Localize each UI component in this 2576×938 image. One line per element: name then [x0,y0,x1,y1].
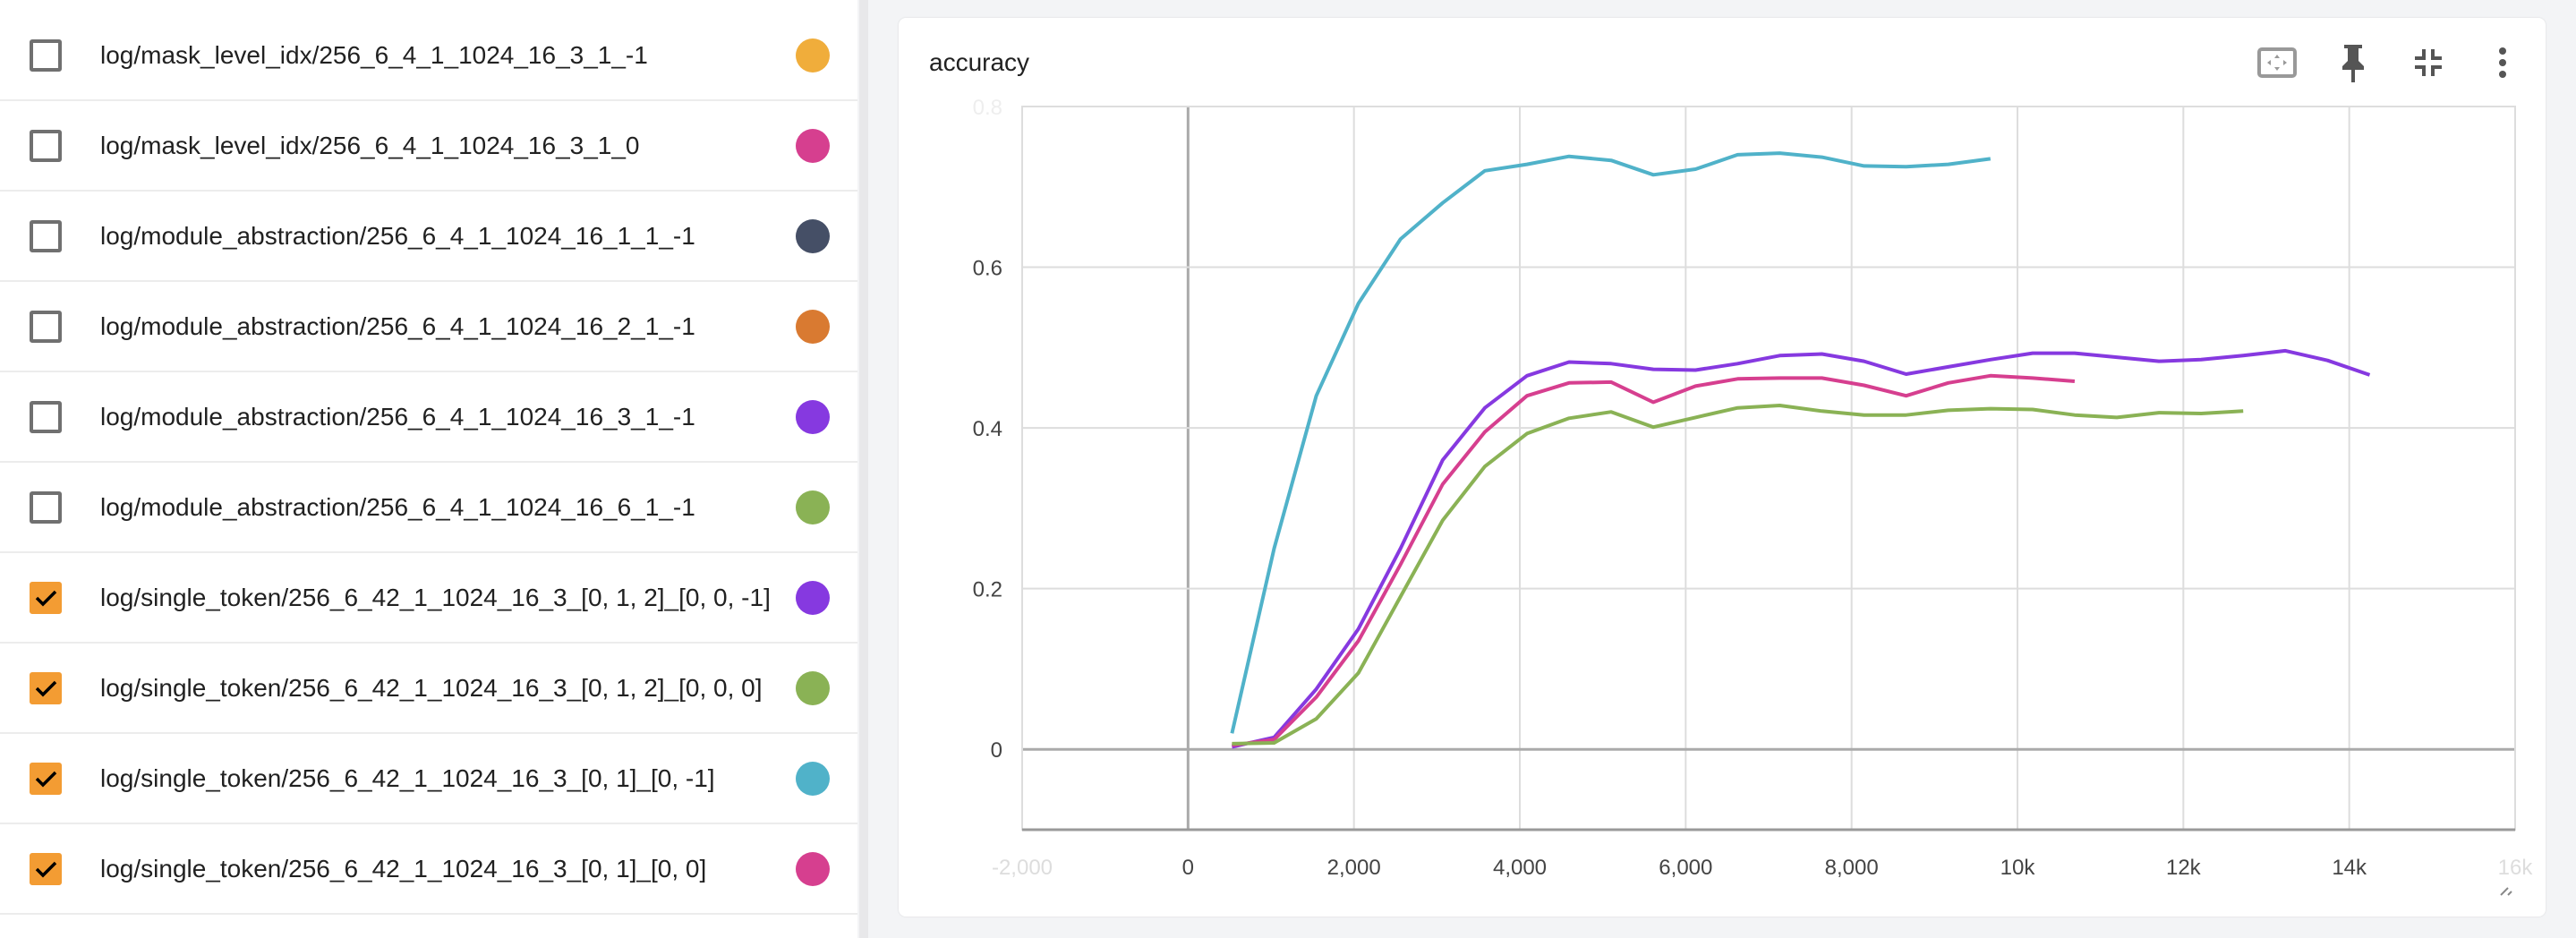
runs-sidebar: log/mask_level_idx/256_6_4_1_1024_16_3_1… [0,0,857,938]
x-tick-label: 0 [1182,856,1194,880]
run-color-swatch[interactable] [796,128,830,163]
run-row[interactable]: log/single_token/256_6_42_1_1024_16_3_[0… [0,644,857,734]
run-checkbox[interactable] [30,310,62,343]
chart-card: accuracy -2,000 0 2,000 4,000 6,000 8,000 10k 1… [899,18,2546,917]
run-color-swatch[interactable] [796,399,830,434]
x-tick-label: 14k [2332,856,2367,880]
chart-title: accuracy [929,48,1030,76]
x-tick-label: -2,000 [992,856,1053,880]
run-label: log/single_token/256_6_42_1_1024_16_3_[0… [100,673,763,702]
run-checkbox[interactable] [30,671,62,704]
run-checkbox[interactable] [30,38,62,72]
series-line [1230,151,1992,734]
x-tick-label: 6,000 [1659,856,1712,880]
run-row[interactable]: log/module_abstraction/256_6_4_1_1024_16… [0,372,857,463]
run-color-swatch[interactable] [796,761,830,796]
run-row[interactable]: log/single_token/256_6_42_1_1024_16_3_[0… [0,824,857,915]
run-row[interactable]: log/single_token/256_6_42_1_1024_16_3_[0… [0,734,857,824]
x-tick-label: 16k [2498,856,2534,880]
resize-handle-icon[interactable] [2500,887,2512,896]
accuracy-chart[interactable]: -2,000 0 2,000 4,000 6,000 8,000 10k 12k 14k 16k 0… [899,18,2546,917]
y-tick-label: 0 [991,738,1002,763]
run-color-swatch[interactable] [796,218,830,253]
run-checkbox[interactable] [30,581,62,614]
sidebar-scrollbar[interactable] [859,0,868,938]
run-checkbox[interactable] [30,219,62,252]
run-row[interactable]: log/module_abstraction/256_6_4_1_1024_16… [0,282,857,372]
run-row[interactable]: log/mask_level_idx/256_6_4_1_1024_16_3_1… [0,101,857,192]
run-checkbox[interactable] [30,129,62,162]
x-tick-label: 8,000 [1825,856,1879,880]
x-tick-label: 10k [2000,856,2036,880]
run-checkbox[interactable] [30,400,62,433]
fit-domain-icon[interactable] [2256,41,2299,84]
x-tick-label: 4,000 [1493,856,1547,880]
run-color-swatch[interactable] [796,309,830,344]
run-color-swatch[interactable] [796,38,830,72]
run-label: log/module_abstraction/256_6_4_1_1024_16… [100,402,695,431]
run-checkbox[interactable] [30,852,62,885]
pin-icon[interactable] [2332,41,2375,84]
run-label: log/single_token/256_6_42_1_1024_16_3_[0… [100,583,771,611]
run-label: log/mask_level_idx/256_6_4_1_1024_16_3_1… [100,40,648,69]
series-line [1232,404,2244,746]
series-line [1231,348,2371,749]
run-row[interactable]: log/mask_level_idx/256_6_4_1_1024_16_3_1… [0,11,857,101]
run-color-swatch[interactable] [796,490,830,524]
series-line [1232,373,2076,747]
run-checkbox[interactable] [30,762,62,795]
y-tick-label: 0.8 [973,96,1002,120]
run-label: log/module_abstraction/256_6_4_1_1024_16… [100,221,695,250]
run-label: log/module_abstraction/256_6_4_1_1024_16… [100,492,695,521]
plot-frame [1021,106,2516,831]
more-vert-icon[interactable] [2481,41,2524,84]
run-label: log/single_token/256_6_42_1_1024_16_3_[0… [100,763,715,792]
y-tick-label: 0.6 [973,257,1002,281]
run-label: log/mask_level_idx/256_6_4_1_1024_16_3_1… [100,131,640,159]
run-row[interactable]: log/single_token/256_6_42_1_1024_16_3_[0… [0,553,857,644]
run-color-swatch[interactable] [796,851,830,886]
run-label: log/single_token/256_6_42_1_1024_16_3_[0… [100,854,707,883]
y-tick-label: 0.2 [973,578,1002,602]
run-checkbox[interactable] [30,490,62,524]
run-row[interactable]: log/module_abstraction/256_6_4_1_1024_16… [0,192,857,282]
run-label: log/module_abstraction/256_6_4_1_1024_16… [100,311,695,340]
run-color-swatch[interactable] [796,580,830,615]
y-tick-label: 0.4 [973,417,1002,441]
x-tick-label: 12k [2166,856,2202,880]
run-row[interactable]: log/module_abstraction/256_6_4_1_1024_16… [0,463,857,553]
x-tick-label: 2,000 [1327,856,1381,880]
run-color-swatch[interactable] [796,670,830,705]
